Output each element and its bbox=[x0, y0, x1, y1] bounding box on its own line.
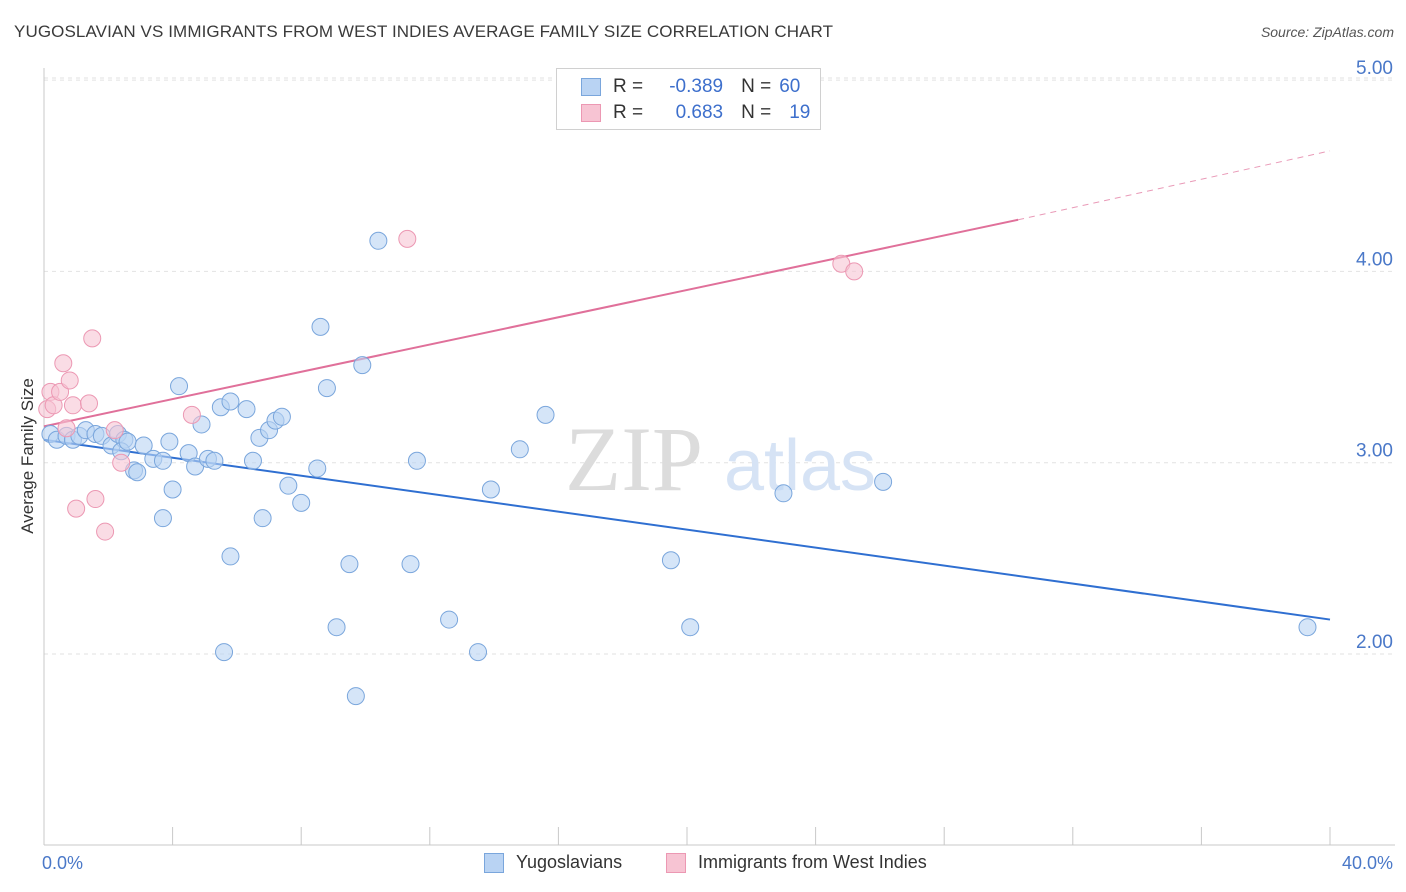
data-point-yugoslavians bbox=[369, 231, 388, 250]
blue-swatch bbox=[581, 78, 601, 96]
data-point-yugoslavians bbox=[215, 643, 234, 662]
data-point-west-indies bbox=[63, 396, 82, 415]
legend-item-yugoslavians[interactable]: Yugoslavians bbox=[484, 852, 622, 873]
data-point-west-indies bbox=[60, 371, 79, 390]
n-label: N = bbox=[741, 76, 772, 97]
x-tick-label-min: 0.0% bbox=[42, 853, 83, 873]
y-tick-label: 5.00 bbox=[1356, 58, 1393, 79]
y-axis-label: Average Family Size bbox=[18, 378, 37, 534]
data-point-yugoslavians bbox=[221, 392, 240, 411]
legend-label: Yugoslavians bbox=[516, 852, 623, 872]
data-point-yugoslavians bbox=[536, 405, 555, 424]
data-point-yugoslavians bbox=[153, 451, 172, 470]
data-point-yugoslavians bbox=[292, 493, 311, 512]
y-tick-label: 4.00 bbox=[1356, 249, 1393, 270]
watermark-zip: ZIP bbox=[565, 408, 703, 510]
data-point-west-indies bbox=[845, 262, 864, 281]
data-point-yugoslavians bbox=[510, 440, 529, 459]
data-point-yugoslavians bbox=[340, 555, 359, 574]
n-value: 60 bbox=[779, 76, 801, 97]
data-point-yugoslavians bbox=[253, 509, 272, 528]
data-point-west-indies bbox=[112, 453, 131, 472]
data-point-yugoslavians bbox=[153, 509, 172, 528]
data-point-west-indies bbox=[80, 394, 99, 413]
data-point-yugoslavians bbox=[440, 610, 459, 629]
stats-legend-row-yugoslavians: R = -0.389 N = 60 bbox=[581, 75, 800, 99]
data-point-west-indies bbox=[54, 354, 73, 373]
data-point-west-indies bbox=[398, 229, 417, 248]
data-point-west-indies bbox=[96, 522, 115, 541]
data-point-yugoslavians bbox=[407, 451, 426, 470]
data-point-yugoslavians bbox=[160, 432, 179, 451]
data-point-yugoslavians bbox=[311, 317, 330, 336]
data-point-yugoslavians bbox=[243, 451, 262, 470]
legend-label: Immigrants from West Indies bbox=[698, 852, 927, 872]
y-tick-label: 3.00 bbox=[1356, 441, 1393, 462]
x-tick-label-max: 40.0% bbox=[1342, 853, 1393, 873]
legend-item-west-indies[interactable]: Immigrants from West Indies bbox=[666, 852, 927, 873]
stats-legend-row-west-indies: R = 0.683 N = 19 bbox=[581, 101, 810, 125]
r-value: 0.683 bbox=[675, 102, 724, 123]
pink-swatch bbox=[581, 104, 601, 122]
series-legend: Yugoslavians Immigrants from West Indies bbox=[0, 852, 1406, 876]
data-point-west-indies bbox=[182, 405, 201, 424]
chart-title: YUGOSLAVIAN VS IMMIGRANTS FROM WEST INDI… bbox=[14, 22, 834, 41]
trend-line-yugoslavians bbox=[43, 438, 1331, 621]
data-point-yugoslavians bbox=[481, 480, 500, 499]
data-point-yugoslavians bbox=[661, 551, 680, 570]
data-point-yugoslavians bbox=[308, 459, 327, 478]
data-point-yugoslavians bbox=[163, 480, 182, 499]
data-point-west-indies bbox=[67, 499, 86, 518]
trend-line-west-indies-extension bbox=[1018, 150, 1331, 221]
data-point-west-indies bbox=[83, 329, 102, 348]
data-point-yugoslavians bbox=[205, 451, 224, 470]
pink-swatch bbox=[666, 852, 686, 873]
y-tick-label: 2.00 bbox=[1356, 632, 1393, 653]
data-point-yugoslavians bbox=[279, 476, 298, 495]
data-point-yugoslavians bbox=[128, 463, 147, 482]
data-point-yugoslavians bbox=[353, 356, 372, 375]
data-point-yugoslavians bbox=[346, 687, 365, 706]
r-value: -0.389 bbox=[669, 76, 724, 97]
data-point-yugoslavians bbox=[272, 407, 291, 426]
data-point-yugoslavians bbox=[221, 547, 240, 566]
n-label: N = bbox=[741, 102, 772, 123]
data-point-west-indies bbox=[57, 419, 76, 438]
r-label: R = bbox=[613, 102, 644, 123]
data-point-yugoslavians bbox=[874, 472, 893, 491]
data-point-yugoslavians bbox=[1298, 618, 1317, 637]
data-point-yugoslavians bbox=[774, 484, 793, 503]
r-label: R = bbox=[613, 76, 644, 97]
data-point-yugoslavians bbox=[327, 618, 346, 637]
data-point-yugoslavians bbox=[237, 400, 256, 419]
stats-legend: R = -0.389 N = 60 R = 0.683 N = 19 bbox=[556, 68, 821, 130]
trend-line-west-indies bbox=[43, 218, 1019, 428]
data-point-west-indies bbox=[51, 382, 70, 401]
data-point-yugoslavians bbox=[469, 643, 488, 662]
data-point-yugoslavians bbox=[134, 436, 153, 455]
data-point-yugoslavians bbox=[170, 377, 189, 396]
source-credit: Source: ZipAtlas.com bbox=[1260, 24, 1394, 40]
data-point-yugoslavians bbox=[317, 379, 336, 398]
data-point-yugoslavians bbox=[681, 618, 700, 637]
data-point-west-indies bbox=[86, 490, 105, 509]
n-value: 19 bbox=[789, 102, 811, 123]
watermark-atlas: atlas bbox=[724, 426, 876, 506]
blue-swatch bbox=[484, 852, 504, 873]
data-point-yugoslavians bbox=[401, 555, 420, 574]
data-point-west-indies bbox=[105, 421, 124, 440]
